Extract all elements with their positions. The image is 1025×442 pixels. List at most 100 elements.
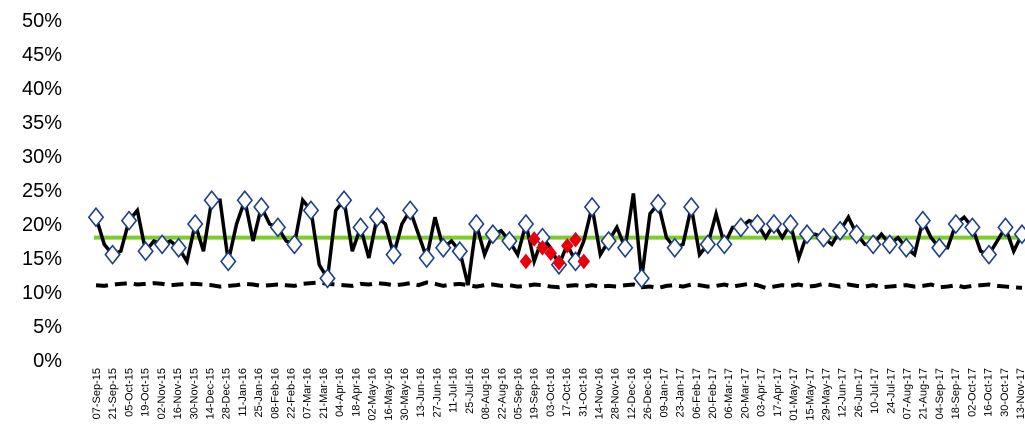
data-point-marker (600, 230, 617, 252)
x-tick-label: 12-Dec-16 (626, 368, 638, 419)
y-tick-label: 50% (22, 10, 62, 32)
data-point-marker (170, 237, 187, 259)
data-point-marker (782, 213, 799, 235)
x-tick-label: 05-Oct-15 (123, 368, 135, 417)
highlighted-point (519, 253, 533, 270)
highlighted-point (561, 237, 574, 254)
data-point-marker (401, 200, 419, 221)
data-point-marker (352, 217, 369, 238)
data-point-marker (484, 223, 502, 245)
data-point-marker (435, 237, 452, 259)
data-point-marker (385, 244, 402, 265)
x-tick-label: 13-Jun-16 (415, 368, 427, 418)
x-tick-label: 08-Aug-16 (480, 368, 492, 419)
x-tick-label: 29-May-17 (820, 368, 832, 421)
x-tick-label: 21-Aug-17 (918, 368, 930, 419)
data-point-marker (269, 217, 287, 238)
lower-limit-line (95, 280, 1023, 290)
data-point-marker (732, 217, 750, 238)
x-tick-label: 22-Aug-16 (496, 368, 508, 419)
x-tick-label: 23-Jan-17 (675, 368, 687, 418)
x-tick-label: 15-May-17 (804, 368, 816, 421)
x-tick-label: 21-Mar-16 (318, 368, 330, 419)
data-point-marker (666, 237, 683, 259)
x-tick-label: 13-Nov-17 (1015, 368, 1025, 419)
highlighted-point (544, 245, 557, 262)
y-tick-label: 45% (22, 44, 62, 66)
x-tick-label: 26-Dec-16 (642, 368, 654, 419)
x-tick-label: 18-Apr-16 (350, 368, 362, 417)
data-point-marker (468, 213, 485, 235)
y-tick-label: 5% (33, 316, 62, 338)
x-tick-label: 02-Oct-17 (966, 368, 978, 417)
x-tick-label: 06-Mar-17 (723, 368, 735, 419)
x-tick-label: 19-Oct-15 (140, 368, 152, 417)
data-point-marker (815, 227, 832, 248)
x-tick-label: 28-Nov-16 (610, 368, 622, 419)
x-tick-label: 30-Nov-15 (188, 368, 200, 419)
highlighted-point (577, 253, 591, 270)
data-point-marker (831, 220, 849, 242)
x-tick-label: 20-Feb-17 (707, 368, 719, 419)
x-tick-label: 03-Oct-16 (545, 368, 557, 417)
data-point-marker (798, 223, 816, 245)
x-tick-label: 11-Jan-16 (237, 368, 249, 417)
x-tick-label: 18-Sep-17 (950, 368, 962, 419)
highlighted-point (527, 231, 541, 247)
data-point-marker (253, 196, 270, 218)
data-point-marker (104, 244, 121, 265)
y-tick-label: 25% (22, 180, 62, 202)
data-point-marker (203, 189, 220, 211)
data-point-marker (220, 251, 237, 272)
data-point-marker (153, 234, 171, 255)
data-point-marker (997, 217, 1014, 238)
x-tick-label: 02-Nov-15 (156, 368, 168, 419)
x-tick-label: 09-Jan-17 (658, 368, 670, 418)
data-point-marker (848, 223, 865, 245)
x-tick-label: 11-Jul-16 (448, 368, 460, 413)
x-tick-label: 05-Sep-16 (512, 368, 524, 419)
highlighted-point (552, 254, 566, 271)
lower-limit-path (95, 280, 1023, 290)
data-point-marker (980, 244, 998, 265)
data-point-marker (302, 200, 320, 221)
data-point-marker (947, 213, 965, 235)
data-point-marker (914, 210, 932, 231)
y-tick-label: 35% (22, 112, 62, 134)
highlighted-points (519, 231, 591, 271)
highlighted-point (536, 239, 549, 256)
data-point-marker (120, 210, 138, 231)
data-point-marker (286, 234, 303, 255)
data-point-marker (898, 237, 915, 259)
x-tick-label: 16-May-16 (383, 368, 395, 421)
y-axis: 0% 5% 10% 15% 20% 25% 30% 35% 40% 45% 50% (22, 10, 62, 372)
x-tick-label: 16-Oct-17 (983, 368, 995, 417)
data-point-marker (583, 196, 601, 218)
x-tick-label: 14-Nov-16 (594, 368, 606, 419)
data-point-marker (616, 237, 634, 259)
data-point-marker (137, 240, 154, 262)
data-point-marker (699, 234, 717, 255)
x-tick-label: 24-Jul-17 (885, 368, 897, 414)
x-tick-label: 22-Feb-16 (286, 368, 298, 419)
data-point-marker (87, 206, 105, 228)
x-tick-label: 21-Sep-15 (107, 368, 119, 419)
data-point-marker (1013, 223, 1025, 245)
data-point-marker (931, 237, 948, 259)
x-tick-label: 25-Jul-16 (464, 368, 476, 414)
x-tick-label: 14-Dec-15 (204, 368, 216, 419)
data-point-marker (418, 247, 435, 269)
x-tick-label: 27-Jun-16 (431, 368, 443, 418)
x-tick-label: 20-Mar-17 (739, 368, 751, 419)
x-tick-label: 12-Jun-17 (837, 368, 849, 418)
y-tick-label: 40% (22, 78, 62, 100)
data-point-marker (368, 206, 386, 228)
x-tick-label: 28-Dec-15 (221, 368, 233, 419)
y-tick-label: 30% (22, 146, 62, 168)
data-point-marker (964, 217, 981, 238)
data-point-marker (451, 240, 469, 262)
y-tick-label: 20% (22, 214, 62, 236)
data-point-marker (765, 213, 783, 235)
x-tick-label: 25-Jan-16 (253, 368, 265, 418)
data-point-marker (881, 234, 898, 255)
